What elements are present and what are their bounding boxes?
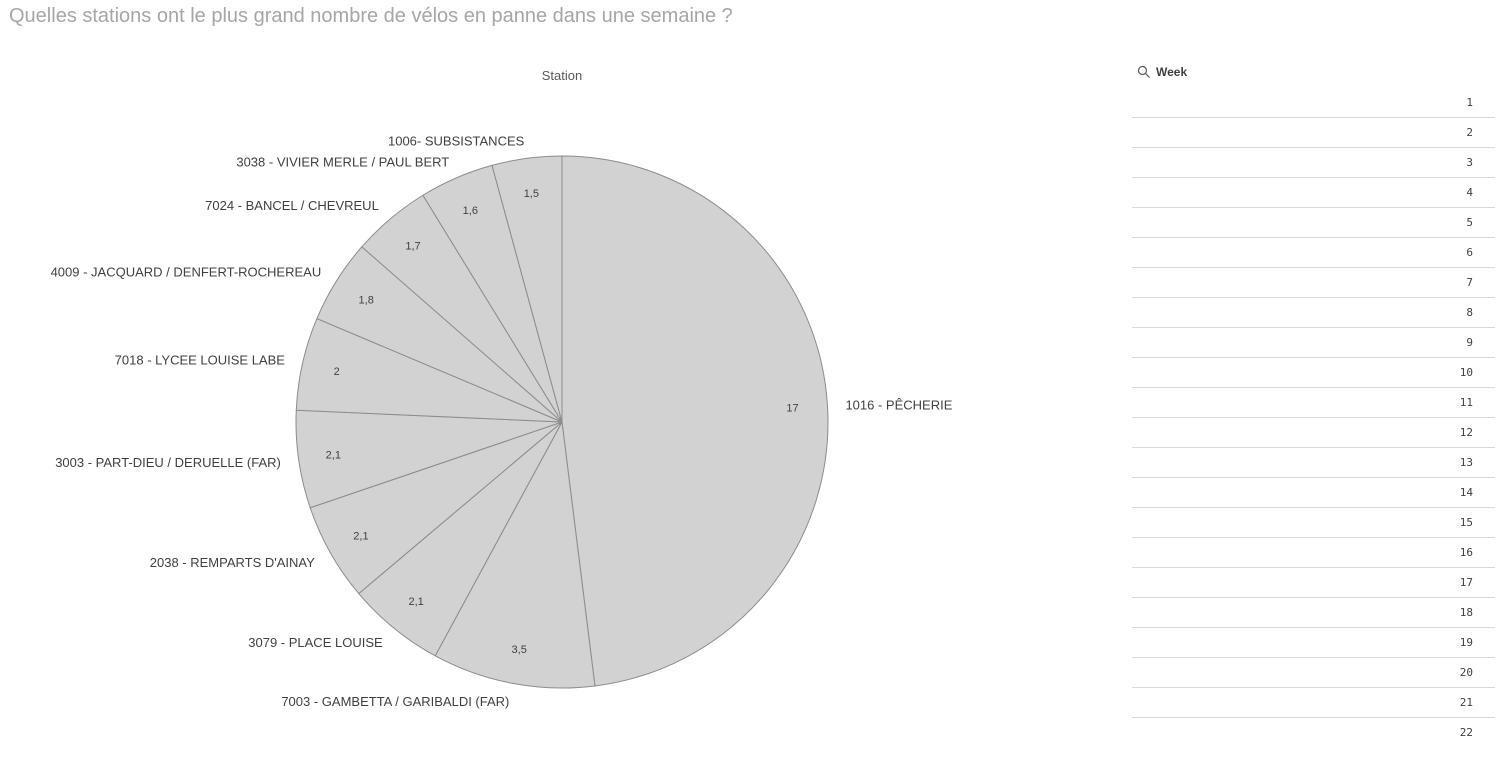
week-item-6[interactable]: 6: [1132, 238, 1495, 268]
pie-slice-9[interactable]: [491, 155, 563, 423]
value-label-1: 3,5: [512, 644, 527, 656]
week-item-18[interactable]: 18: [1132, 598, 1495, 628]
slice-label-2: 3079 - PLACE LOUISE: [248, 635, 383, 650]
pie-slice-1[interactable]: [434, 420, 596, 689]
filter-title: Week: [1156, 65, 1188, 79]
slice-label-3: 2038 - REMPARTS D'AINAY: [150, 555, 315, 570]
week-item-8[interactable]: 8: [1132, 298, 1495, 328]
week-item-3[interactable]: 3: [1132, 148, 1495, 178]
week-item-14[interactable]: 14: [1132, 478, 1495, 508]
week-item-13[interactable]: 13: [1132, 448, 1495, 478]
slice-label-5: 7018 - LYCEE LOUISE LABE: [115, 353, 286, 368]
value-label-8: 1,6: [463, 205, 478, 217]
week-item-11[interactable]: 11: [1132, 388, 1495, 418]
week-item-17[interactable]: 17: [1132, 568, 1495, 598]
pie-chart-svg: Station 17 3,5 2,1 2,1 2,1 2 1,8 1,7 1,6 1,5 1016…: [51, 68, 953, 709]
value-label-3: 2,1: [353, 531, 368, 543]
week-filter[interactable]: Week 1 2 3 4 5 6 7 8 9 10 11 12 13 14 15 16 17 18 19 20 21 22: [1132, 56, 1495, 760]
value-label-5: 2: [334, 366, 340, 378]
slice-label-1: 7003 - GAMBETTA / GARIBALDI (FAR): [281, 694, 509, 709]
value-label-2: 2,1: [409, 596, 424, 608]
week-item-5[interactable]: 5: [1132, 208, 1495, 238]
pie-slice-0[interactable]: [561, 155, 829, 687]
slice-label-8: 3038 - VIVIER MERLE / PAUL BERT: [236, 154, 449, 169]
value-label-4: 2,1: [326, 450, 341, 462]
week-item-12[interactable]: 12: [1132, 418, 1495, 448]
value-label-9: 1,5: [524, 188, 539, 200]
pie-chart: Station 17 3,5 2,1 2,1 2,1 2 1,8 1,7 1,6 1,5 1016…: [0, 40, 1120, 760]
week-item-16[interactable]: 16: [1132, 538, 1495, 568]
week-item-19[interactable]: 19: [1132, 628, 1495, 658]
search-icon: [1137, 65, 1150, 78]
chart-title: Station: [542, 68, 582, 83]
value-label-0: 17: [786, 403, 798, 415]
week-list: 1 2 3 4 5 6 7 8 9 10 11 12 13 14 15 16 17 18 19 20 21 22: [1132, 88, 1495, 747]
filter-header[interactable]: Week: [1132, 56, 1495, 88]
slice-label-6: 4009 - JACQUARD / DENFERT-ROCHEREAU: [51, 264, 322, 279]
value-label-7: 1,7: [405, 240, 420, 252]
value-label-6: 1,8: [359, 294, 374, 306]
week-item-7[interactable]: 7: [1132, 268, 1495, 298]
week-item-22[interactable]: 22: [1132, 718, 1495, 747]
week-item-15[interactable]: 15: [1132, 508, 1495, 538]
page-title: Quelles stations ont le plus grand nombr…: [9, 5, 733, 27]
slice-label-0: 1016 - PÊCHERIE: [845, 397, 952, 412]
week-item-21[interactable]: 21: [1132, 688, 1495, 718]
slice-label-7: 7024 - BANCEL / CHEVREUL: [205, 198, 379, 213]
week-item-9[interactable]: 9: [1132, 328, 1495, 358]
week-item-20[interactable]: 20: [1132, 658, 1495, 688]
slice-label-9: 1006- SUBSISTANCES: [388, 134, 525, 149]
week-item-10[interactable]: 10: [1132, 358, 1495, 388]
week-item-4[interactable]: 4: [1132, 178, 1495, 208]
slice-label-4: 3003 - PART-DIEU / DERUELLE (FAR): [55, 455, 281, 470]
week-item-2[interactable]: 2: [1132, 118, 1495, 148]
week-item-1[interactable]: 1: [1132, 88, 1495, 118]
